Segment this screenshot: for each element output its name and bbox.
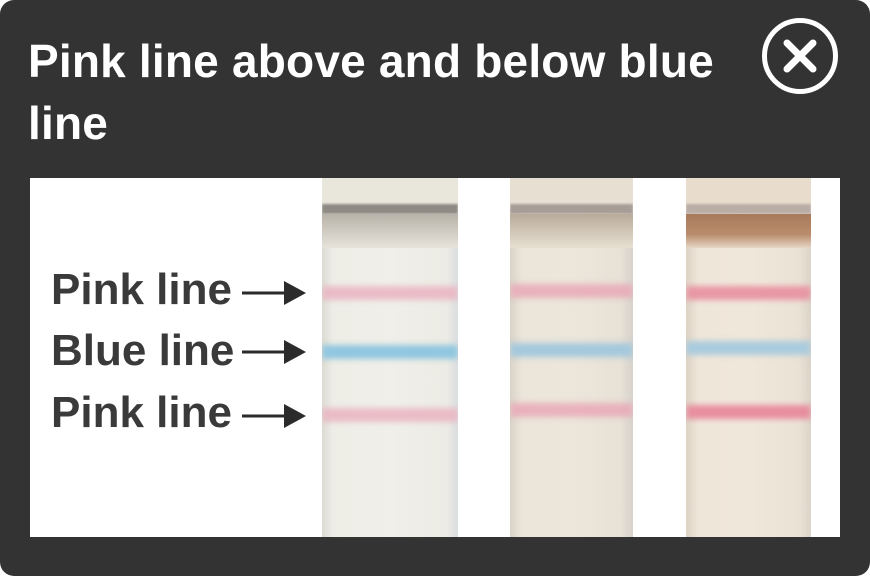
pink-band (686, 286, 811, 300)
pink-band (510, 284, 633, 298)
blue-band (510, 343, 633, 357)
test-strips-figure: Pink line Blue line Pink line (30, 178, 840, 537)
arrow-right-icon (242, 281, 306, 305)
blue-band (686, 341, 811, 355)
dialog-title: Pink line above and below blue line (28, 35, 714, 149)
blue-band (322, 345, 458, 359)
test-strip-1 (322, 178, 458, 537)
pink-band (322, 408, 458, 422)
test-strip-3 (686, 178, 811, 537)
close-button[interactable] (762, 18, 838, 94)
pink-line-label-top: Pink line (51, 265, 232, 314)
pink-band (686, 405, 811, 419)
arrow-right-icon (242, 340, 306, 364)
arrow-right-icon (242, 404, 306, 428)
pink-line-label-bottom: Pink line (51, 388, 232, 437)
close-icon (783, 39, 817, 73)
test-strip-2 (510, 178, 633, 537)
blue-line-label: Blue line (51, 326, 235, 375)
pink-band (322, 286, 458, 300)
pink-band (510, 403, 633, 417)
